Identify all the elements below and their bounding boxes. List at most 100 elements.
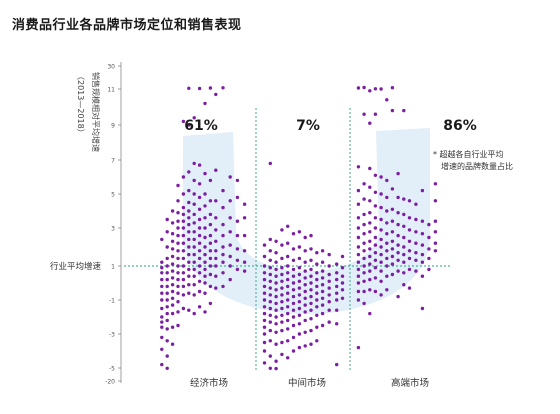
data-point <box>214 199 218 203</box>
data-point <box>368 230 372 234</box>
data-point <box>187 308 191 312</box>
data-point <box>286 284 290 289</box>
data-point <box>402 283 406 287</box>
data-point <box>208 199 213 203</box>
data-point <box>268 320 272 324</box>
data-point <box>165 264 169 268</box>
data-point <box>362 249 366 253</box>
data-point <box>268 313 272 317</box>
data-point <box>368 247 372 251</box>
data-point <box>181 241 186 245</box>
data-point <box>373 276 378 280</box>
data-point <box>414 217 418 222</box>
data-point <box>165 354 169 358</box>
data-point <box>373 266 378 270</box>
data-point <box>235 195 240 200</box>
data-point <box>208 86 213 90</box>
data-point <box>309 281 313 285</box>
data-point <box>420 219 425 223</box>
data-point <box>262 332 267 336</box>
data-point <box>356 226 361 230</box>
data-point <box>274 260 278 264</box>
data-point <box>262 325 267 329</box>
data-point <box>268 237 272 242</box>
data-point <box>291 315 296 319</box>
data-point <box>414 258 418 262</box>
data-point <box>228 264 232 268</box>
data-point <box>286 271 290 275</box>
data-point <box>165 256 169 261</box>
data-point <box>181 192 186 196</box>
data-point <box>368 121 372 125</box>
data-point <box>181 212 186 217</box>
data-point <box>176 323 180 328</box>
data-point <box>170 325 175 329</box>
data-point <box>373 204 378 208</box>
data-point <box>335 362 339 367</box>
data-point <box>356 188 361 193</box>
data-point <box>192 212 196 217</box>
data-point <box>327 320 331 324</box>
data-point <box>187 170 191 174</box>
data-point <box>280 243 284 247</box>
data-point <box>262 305 267 309</box>
data-point <box>214 92 218 97</box>
data-point <box>356 298 361 302</box>
data-point <box>368 221 372 225</box>
data-point <box>362 301 366 306</box>
data-point <box>420 306 425 311</box>
data-point <box>181 219 186 223</box>
data-point <box>187 123 191 127</box>
data-point <box>176 226 180 230</box>
data-point <box>356 252 361 257</box>
data-point <box>379 252 383 257</box>
data-point <box>315 298 319 302</box>
x-category-label: 高端市场 <box>391 377 429 389</box>
data-point <box>165 230 169 234</box>
data-point <box>203 281 207 285</box>
data-point <box>396 211 400 215</box>
data-point <box>181 226 186 230</box>
data-point <box>291 294 296 299</box>
data-point <box>187 291 191 295</box>
data-point <box>433 249 438 253</box>
data-point <box>335 308 339 312</box>
data-point <box>197 86 202 91</box>
data-point <box>402 197 406 201</box>
data-point <box>368 89 372 93</box>
data-point <box>291 288 296 292</box>
data-point <box>165 217 169 222</box>
data-point <box>192 252 196 257</box>
data-point <box>385 221 389 225</box>
data-point <box>309 233 313 238</box>
data-point <box>242 269 247 273</box>
data-point <box>373 216 378 220</box>
data-point <box>235 258 240 262</box>
data-point <box>315 262 319 266</box>
data-point <box>160 284 164 289</box>
data-point <box>160 347 164 351</box>
data-point <box>208 241 213 245</box>
data-point <box>356 216 361 220</box>
y-tick-label: 30 <box>107 64 115 71</box>
data-point <box>297 256 302 261</box>
data-point <box>268 293 272 297</box>
data-point <box>221 222 225 227</box>
data-point <box>165 245 169 249</box>
data-point <box>208 212 213 217</box>
data-point <box>368 211 372 215</box>
data-point <box>373 289 378 294</box>
data-point <box>192 178 196 183</box>
data-point <box>192 237 196 242</box>
data-point <box>208 178 213 183</box>
data-point <box>197 195 202 200</box>
data-point <box>385 256 389 261</box>
data-point <box>286 241 290 245</box>
data-point <box>340 254 345 259</box>
y-tick-label: -1 <box>109 298 115 305</box>
y-tick-label: 7 <box>111 158 115 165</box>
data-point <box>379 228 383 232</box>
data-point <box>181 256 186 261</box>
data-point <box>197 279 202 283</box>
data-point <box>170 283 175 287</box>
